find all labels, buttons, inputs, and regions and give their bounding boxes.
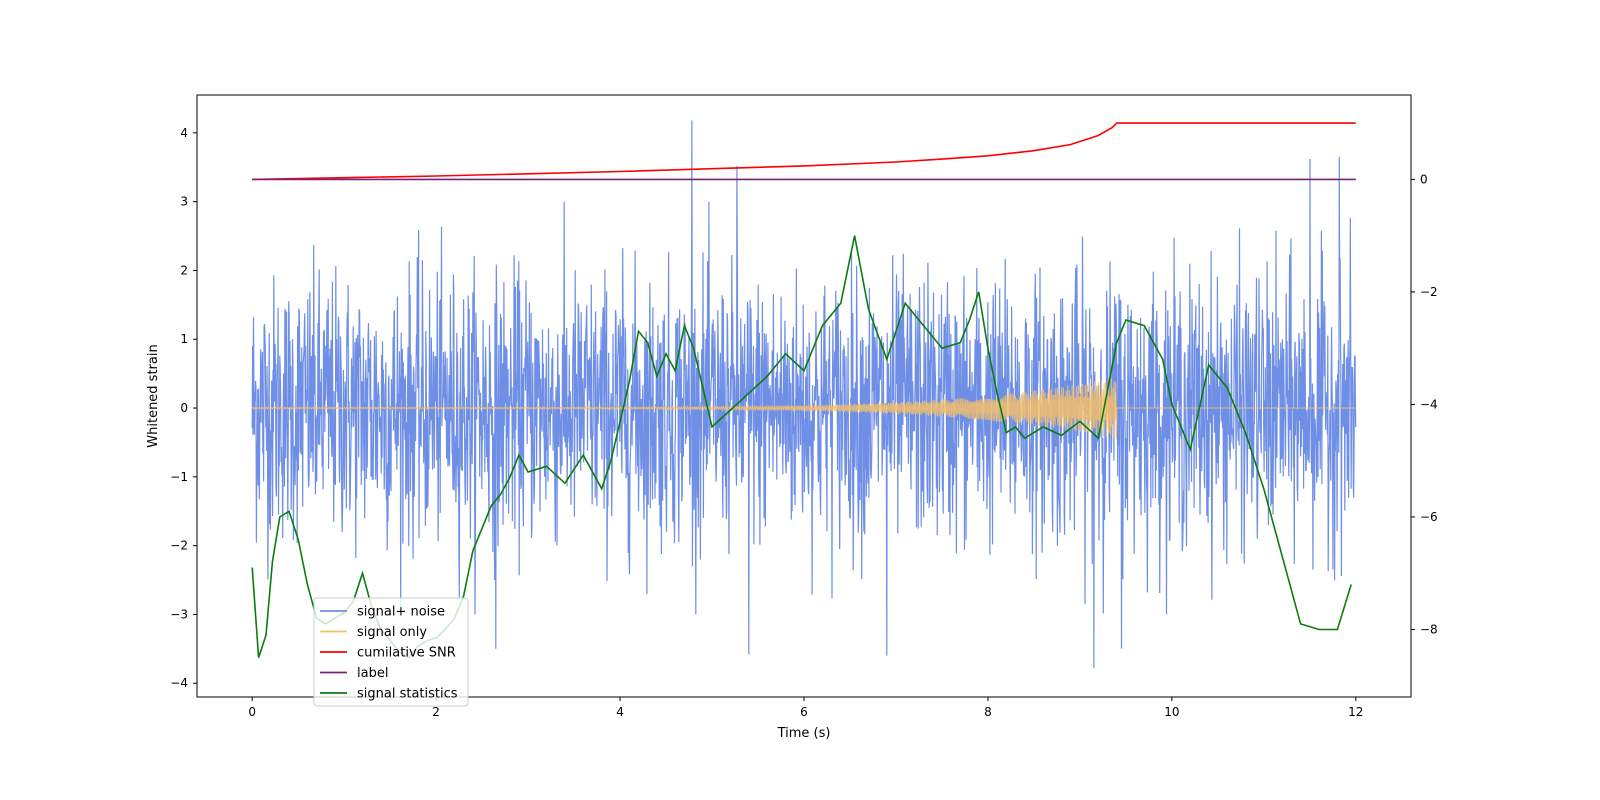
x-tick-label: 2 (432, 705, 440, 719)
x-tick-label: 12 (1348, 705, 1363, 719)
y-tick-label: −4 (170, 676, 188, 690)
y2-tick-label: −4 (1420, 397, 1438, 411)
y2-axis-ticks: −8 −6 −4 −2 0 (1411, 172, 1438, 636)
y2-tick-label: 0 (1420, 172, 1428, 186)
legend-entry-label: signal statistics (357, 687, 458, 702)
legend-box (313, 597, 469, 707)
legend: signal+ noise signal only cumilative SNR la… (313, 597, 469, 707)
y2-tick-label: −6 (1420, 510, 1438, 524)
y2-tick-label: −2 (1420, 285, 1438, 299)
y-tick-label: 3 (180, 195, 188, 209)
signal-noise-line (251, 120, 1357, 669)
legend-entry-label: label (357, 666, 388, 681)
x-tick-label: 6 (800, 705, 808, 719)
series-cumilative-snr (252, 122, 1356, 181)
y2-tick-label: −8 (1420, 622, 1438, 636)
x-axis-ticks: 0 2 4 6 8 10 12 (248, 697, 1363, 719)
series-signal-only (251, 378, 1356, 440)
x-tick-label: 8 (984, 705, 992, 719)
y-tick-label: 2 (180, 263, 188, 277)
x-tick-label: 10 (1164, 705, 1179, 719)
x-axis-label: Time (s) (777, 726, 831, 741)
legend-entry-label: signal only (357, 625, 427, 640)
y-tick-label: 0 (180, 401, 188, 415)
legend-entry-label: cumilative SNR (357, 646, 456, 661)
x-tick-label: 4 (616, 705, 624, 719)
y-axis-ticks: −4 −3 −2 −1 0 1 2 3 4 (170, 126, 197, 690)
legend-entry-label: signal+ noise (357, 605, 445, 620)
y-axis-label: Whitened strain (146, 344, 161, 447)
y-tick-label: 1 (180, 332, 188, 346)
y-tick-label: −2 (170, 539, 188, 553)
y-tick-label: −3 (170, 607, 188, 621)
y-tick-label: −1 (170, 470, 188, 484)
y-tick-label: 4 (180, 126, 188, 140)
signal-only-line (251, 378, 1356, 440)
x-tick-label: 0 (248, 705, 256, 719)
series-signal-noise (251, 120, 1357, 669)
